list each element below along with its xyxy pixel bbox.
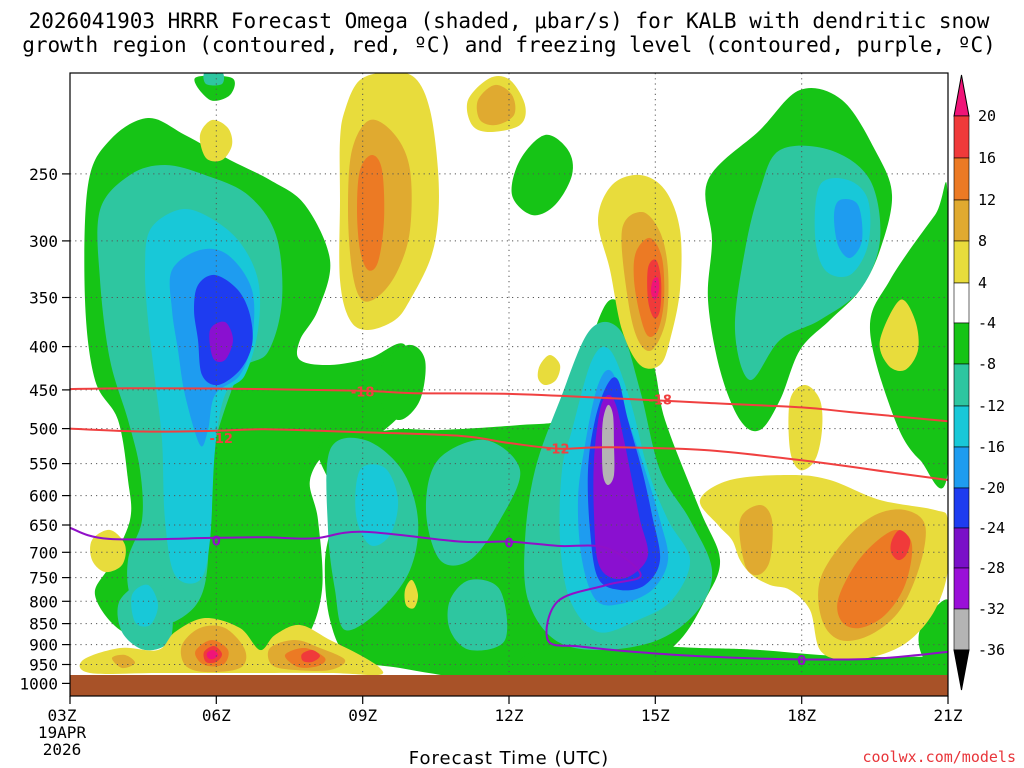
x-tick-label: 21Z [934,706,963,725]
omega-shade-region [447,579,508,651]
omega-shade-region [377,344,426,421]
x-tick-label: 15Z [641,706,670,725]
contour-label: -12 [209,432,233,447]
omega-shade-region [301,649,320,663]
colorbar-tick-label: -24 [978,519,1005,537]
contour-label: 0 [212,535,221,550]
x-axis: 03Z 06Z 09Z 12Z 15Z 18Z 21Z [48,696,963,725]
contour-line [70,427,948,481]
x-tick-label: 18Z [787,706,816,725]
colorbar-tick-label: -36 [978,641,1005,659]
colorbar-segment [953,322,970,365]
y-tick-label: 800 [29,592,58,611]
contour-label: -18 [351,386,375,401]
y-tick-label: 1000 [19,674,58,693]
colorbar-tick-label: 8 [978,232,987,250]
omega-shade-region [511,134,573,216]
colorbar-bottom-arrow [953,649,970,691]
credit-text: coolwx.com/models [862,748,1016,766]
colorbar-segment [953,527,970,569]
contour-label: -12 [546,443,570,458]
y-tick-label: 650 [29,516,58,535]
contour-label: 0 [504,537,513,552]
y-axis: 250 300 350 400 450 500 550 600 650 700 750 800 850 9… [19,165,70,693]
omega-shade-region [918,599,948,666]
colorbar-segment [953,487,970,529]
y-tick-label: 700 [29,543,58,562]
y-tick-label: 350 [29,289,58,308]
colorbar-segment [953,608,970,651]
omega-shade-region [425,439,521,566]
colorbar-tick-label: -12 [978,397,1005,415]
colorbar-tick-label: 20 [978,107,996,125]
omega-shade-region [90,529,126,573]
y-tick-label: 750 [29,569,58,588]
colorbar-segment [953,157,970,201]
colorbar-segment [953,567,970,610]
omega-shade-region [203,73,225,86]
colorbar-tick-label: -28 [978,559,1005,577]
omega-shade-region [650,277,660,301]
colorbar-tick-label: -32 [978,600,1005,618]
omega-shade-region [355,464,399,546]
omega-shade-region [209,321,233,363]
colorbar-tick-label: 16 [978,149,996,167]
contour-line [70,526,948,661]
colorbar-tick-label: 4 [978,274,987,292]
omega-shade-region [476,84,516,126]
y-tick-label: 250 [29,165,58,184]
omega-shade-region [206,649,218,660]
omega-shade-region [890,530,911,561]
omega-shade-region [602,404,615,485]
y-tick-label: 850 [29,615,58,634]
y-tick-label: 500 [29,420,58,439]
y-tick-label: 900 [29,636,58,655]
omega-shade-region [739,505,773,576]
omega-shade-region [404,579,419,609]
ground-surface [70,675,948,696]
x-tick-label: 12Z [495,706,524,725]
colorbar-segment [953,446,970,489]
omega-shade-region [131,584,159,627]
y-tick-label: 450 [29,381,58,400]
x-tick-label: 03Z [48,706,77,725]
colorbar-segment [953,405,970,448]
contour-line [70,387,948,423]
x-tick-label: 06Z [202,706,231,725]
x-date-year: 2026 [43,740,82,759]
contour-label: -18 [648,394,672,409]
colorbar-segment [953,240,970,284]
y-tick-label: 300 [29,232,58,251]
x-tick-label: 09Z [348,706,377,725]
y-tick-label: 950 [29,656,58,675]
x-date-day: 19APR [38,723,87,742]
chart-title-line1: 2026041903 HRRR Forecast Omega (shaded, … [29,9,990,33]
y-tick-label: 600 [29,487,58,506]
contour-label: 0 [797,654,806,669]
contour-labels: -18 -18 -12 -12 0 0 0 [209,386,806,669]
omega-shade-region [833,199,863,259]
colorbar-tick-label: 12 [978,191,996,209]
colorbar-tick-label: -16 [978,438,1005,456]
chart-title-line2: growth region (contoured, red, ºC) and f… [22,33,996,57]
colorbar-segment [953,363,970,407]
colorbar-tick-label: -8 [978,355,996,373]
colorbar-segment [953,115,970,159]
y-tick-label: 550 [29,455,58,474]
colorbar-segment [953,282,970,324]
y-tick-label: 400 [29,338,58,357]
colorbar-top-arrow [953,74,970,117]
omega-shade-region [357,155,385,271]
omega-shade-region [537,355,561,386]
colorbar-segment [953,199,970,242]
x-axis-title: Forecast Time (UTC) [409,748,609,768]
contours [70,387,948,661]
colorbar-tick-label: -20 [978,479,1005,497]
colorbar: 20 16 12 8 4 -4 -8 -12 -16 -20 -24 -28 -32 -36 [953,74,1005,691]
colorbar-tick-label: -4 [978,314,996,332]
omega-shade-region [879,299,919,371]
